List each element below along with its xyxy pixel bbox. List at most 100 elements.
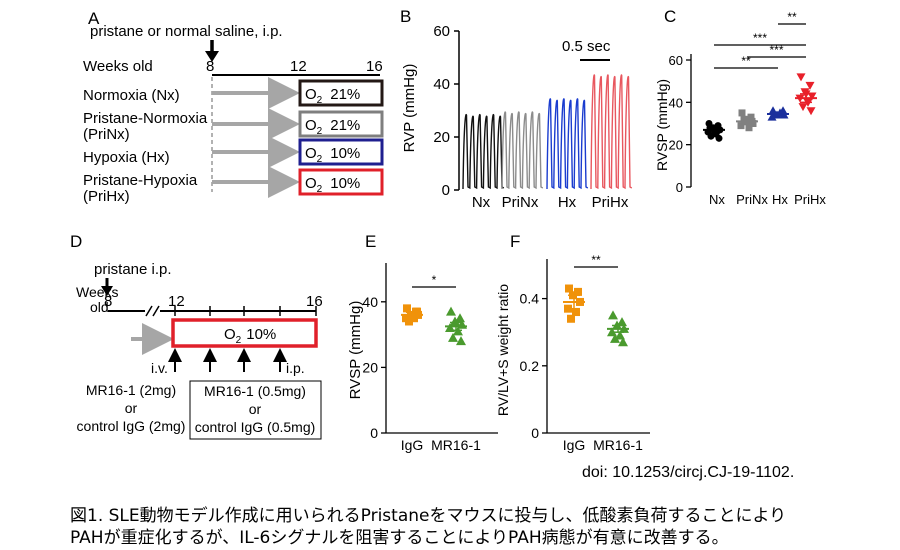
o2-box-0 [298, 79, 384, 107]
panel-d-injection-label: pristane i.p. [94, 261, 172, 278]
ytick-label: 20 [669, 138, 683, 153]
panel-f: F RV/LV+S weight ratio 0 0.2 0.4 IgG MR16-1 *… [495, 232, 650, 453]
caption-line-2: PAHが重症化するが、IL-6シグナルを阻害することによりPAH病態が有意に改善… [70, 528, 729, 548]
category-label-hx: Hx [772, 192, 788, 207]
ytick-label: 0 [370, 425, 378, 441]
panel-b-axis: 0 20 40 60 [433, 23, 460, 199]
panel-a: A pristane or normal saline, i.p. Weeks … [83, 9, 384, 205]
trace-label-nx: Nx [472, 194, 491, 211]
data-point-prihx [796, 73, 806, 82]
significance-label: * [432, 273, 437, 287]
panel-d-weeks-2: old [90, 299, 109, 315]
data-point-nx [707, 132, 715, 140]
panel-a-tick-8: 8 [206, 58, 214, 75]
significance-label: *** [753, 31, 767, 45]
data-point-prihx [806, 107, 816, 116]
panel-b-letter: B [400, 7, 411, 26]
category-label-igg: IgG [563, 437, 586, 453]
panel-a-injection-label: pristane or normal saline, i.p. [90, 23, 283, 40]
panel-f-plot: 0 0.2 0.4 IgG MR16-1 ** [520, 253, 650, 453]
panel-d-tick-16: 16 [306, 293, 323, 310]
data-point-prinx [738, 109, 746, 117]
panel-b: B RVP (mmHg) 0 20 40 60 0.5 sec Nx PriNx Hx Pr… [400, 7, 633, 211]
doi-reference: doi: 10.1253/circj.CJ-19-1102. [582, 464, 795, 481]
panel-a-rows: O2 21% O2 21% O2 10% O2 10% [212, 77, 384, 198]
data-point-mr16-1 [610, 333, 620, 343]
caption-line-1: 図1. SLE動物モデル作成に用いられるPristaneをマウスに投与し、低酸素… [70, 506, 787, 526]
data-point-mr16-1 [448, 332, 458, 342]
data-point-mr16-1 [615, 330, 625, 340]
panel-a-weeks-label: Weeks old [83, 58, 153, 75]
panel-d-iv-label: i.v. [151, 360, 168, 376]
panel-c-letter: C [664, 7, 676, 26]
panel-a-letter: A [88, 9, 100, 28]
trace-label-hx: Hx [558, 194, 577, 211]
ytick-label: 0.2 [520, 358, 540, 374]
significance-label: ** [591, 253, 601, 267]
o2-label-0: O2 21% [305, 86, 360, 106]
panel-d-tick-8: 8 [104, 293, 112, 310]
figure-caption: 図1. SLE動物モデル作成に用いられるPristaneをマウスに投与し、低酸素… [70, 505, 890, 549]
data-point-mr16-1 [618, 337, 628, 347]
data-point-prinx [747, 113, 755, 121]
ytick-label: 0 [676, 180, 683, 195]
data-point-prinx [745, 124, 753, 132]
significance-label: ** [787, 10, 797, 24]
ytick-label: 20 [362, 359, 378, 375]
data-point-mr16-1 [450, 316, 460, 326]
panel-a-tick-16: 16 [366, 58, 383, 75]
data-point-mr16-1 [446, 306, 456, 316]
o2-label-3: O2 10% [305, 175, 360, 195]
panel-e-plot: 0 20 40 IgG MR16-1 * [362, 263, 498, 453]
panel-d: D pristane i.p. Weeks old 8 12 16 O2 10% … [70, 232, 323, 440]
rvp-trace-hx [546, 98, 589, 190]
data-point-mr16-1 [608, 310, 618, 320]
time-scale-label: 0.5 sec [562, 38, 611, 55]
significance-label: *** [769, 43, 783, 57]
group-label-prinx-2: (PriNx) [83, 126, 130, 143]
category-label-nx: Nx [709, 192, 725, 207]
panel-e-letter: E [365, 232, 376, 251]
panel-b-ytick-label: 40 [433, 76, 450, 93]
panel-b-ylabel: RVP (mmHg) [401, 64, 418, 153]
left-treatment-3: control IgG (2mg) [77, 418, 186, 434]
category-label-prinx: PriNx [736, 192, 768, 207]
data-point-igg [403, 304, 411, 313]
data-point-igg [565, 284, 573, 293]
ytick-label: 40 [362, 294, 378, 310]
panel-d-hypoxia-box [171, 318, 318, 348]
o2-box-3 [298, 168, 384, 196]
injection-arrow-icon [205, 51, 219, 62]
group-label-hx: Hypoxia (Hx) [83, 149, 170, 166]
panel-b-ytick-label: 20 [433, 129, 450, 146]
data-point-prinx [740, 115, 748, 123]
data-point-mr16-1 [617, 317, 627, 327]
panel-d-o2-label: O2 10% [224, 326, 276, 346]
data-point-igg [572, 308, 580, 317]
data-point-igg [405, 317, 413, 326]
pressure-traces: Nx PriNx Hx PriHx [462, 74, 633, 211]
group-label-prinx-1: Pristane-Normoxia [83, 110, 208, 127]
data-point-prinx [737, 122, 745, 130]
data-point-igg [567, 314, 575, 323]
panel-f-ylabel: RV/LV+S weight ratio [495, 284, 511, 416]
panel-a-tick-12: 12 [290, 58, 307, 75]
o2-label-1: O2 21% [305, 117, 360, 137]
ytick-label: 40 [669, 95, 683, 110]
panel-e: E RVSP (mmHg) 0 20 40 IgG MR16-1 * [347, 232, 498, 453]
group-label-prihx-1: Pristane-Hypoxia [83, 172, 198, 189]
significance-label: ** [741, 54, 751, 68]
data-point-mr16-1 [455, 313, 465, 323]
injection-arrow-icon [101, 286, 113, 296]
category-label-prihx: PriHx [794, 192, 826, 207]
right-treatment-3: control IgG (0.5mg) [195, 419, 316, 435]
panel-b-ytick-label: 0 [442, 182, 450, 199]
category-label-igg: IgG [401, 437, 424, 453]
right-treatment-1: MR16-1 (0.5mg) [204, 383, 306, 399]
panel-c-ylabel: RVSP (mmHg) [654, 79, 670, 171]
o2-box-1 [298, 110, 384, 138]
data-point-prihx [798, 103, 808, 112]
category-label-mr16-1: MR16-1 [593, 437, 643, 453]
